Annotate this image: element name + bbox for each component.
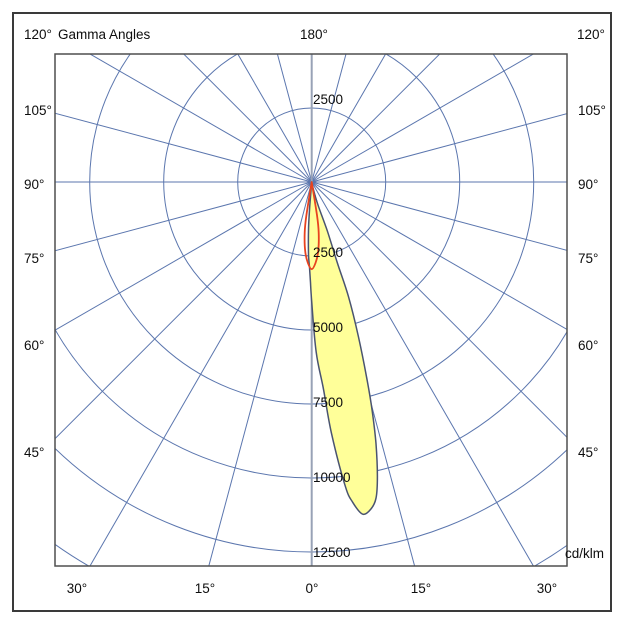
gamma-label-bottom-30-right: 30° (536, 581, 558, 596)
gamma-label-top-right-120: 120° (577, 27, 605, 42)
gamma-label-right-75: 75° (578, 251, 599, 266)
grid-ray (208, 181, 313, 566)
gamma-label-left-90: 90° (24, 177, 45, 192)
ring-label-10000: 10000 (313, 470, 351, 485)
gamma-label-bottom-0: 0° (305, 581, 319, 596)
grid-ray (276, 54, 313, 183)
grid-ray (311, 181, 534, 566)
grid-ray (237, 54, 313, 183)
grid-ray (311, 181, 567, 330)
gamma-label-right-105: 105° (578, 103, 606, 118)
ring-label-2500: 2500 (313, 245, 344, 260)
ring-label-12500: 12500 (313, 545, 351, 560)
grid-ray (182, 54, 313, 183)
grid-ray (311, 54, 347, 183)
gamma-label-left-60: 60° (24, 338, 45, 353)
gamma-label-right-90: 90° (578, 177, 599, 192)
gamma-label-top-center-180: 180° (300, 27, 328, 42)
narrow-lobe-red (303, 181, 320, 271)
gamma-label-left-75: 75° (24, 251, 45, 266)
grid-ray (311, 181, 567, 439)
gamma-label-top-left-120: 120° (24, 27, 52, 42)
gamma-label-left-45: 45° (24, 445, 45, 460)
grid-ray (311, 54, 441, 183)
gamma-label-right-45: 45° (578, 445, 599, 460)
grid-ray (311, 54, 535, 183)
grid-ray (89, 54, 312, 183)
gamma-label-bottom-15-right: 15° (410, 581, 432, 596)
grid-ray (311, 54, 387, 183)
gamma-label-bottom-15-left: 15° (194, 581, 216, 596)
grid-ray (55, 112, 312, 183)
grid-ray (55, 181, 313, 440)
grid-ray (89, 181, 313, 566)
ring-label-5000: 5000 (313, 320, 344, 335)
chart-title: Gamma Angles (58, 27, 151, 42)
unit-label: cd/klm (565, 546, 605, 561)
gamma-label-right-60: 60° (578, 338, 599, 353)
gamma-label-bottom-30-left: 30° (66, 581, 88, 596)
plot-border (54, 53, 568, 567)
gamma-label-left-105: 105° (24, 103, 52, 118)
ring-label-2500-top: 2500 (313, 92, 344, 107)
grid-ray (55, 181, 312, 331)
ring-label-7500: 7500 (313, 395, 344, 410)
grid-ray (55, 181, 312, 252)
grid-ray (311, 113, 567, 183)
grid-ray (311, 181, 567, 251)
